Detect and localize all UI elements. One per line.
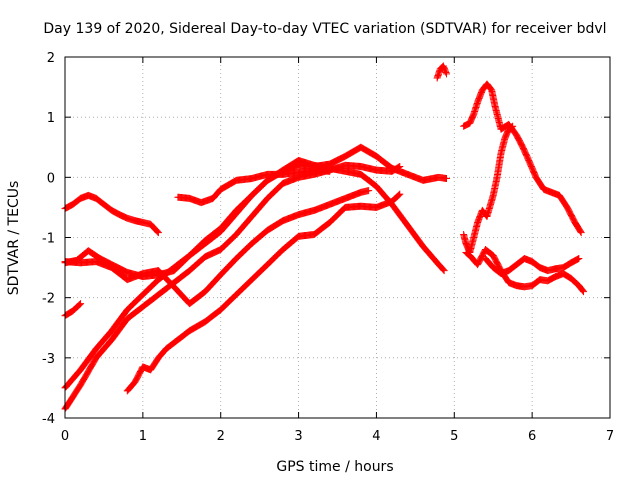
- data-point: [395, 191, 403, 199]
- data-point: [154, 228, 162, 236]
- series-track-11: [460, 122, 517, 257]
- chart-title: Day 139 of 2020, Sidereal Day-to-day VTE…: [43, 21, 606, 37]
- y-tick-label: -1: [42, 232, 55, 247]
- data-point: [577, 228, 585, 236]
- series-track-1: [61, 191, 162, 237]
- series-track-6: [61, 187, 373, 308]
- series-track-12: [462, 246, 588, 296]
- data-point: [154, 229, 162, 237]
- y-tick-label: 2: [47, 51, 55, 66]
- series-track-2: [61, 300, 85, 320]
- data-points: [61, 62, 588, 413]
- data-point: [153, 227, 161, 235]
- data-point: [578, 286, 586, 294]
- data-point: [326, 167, 334, 175]
- y-tick-label: 1: [47, 111, 55, 126]
- data-point: [443, 70, 450, 78]
- x-tick-label: 4: [372, 429, 380, 444]
- data-point: [394, 164, 402, 172]
- data-point: [439, 266, 447, 274]
- data-point: [75, 301, 83, 309]
- y-tick-labels: -4 -3 -2 -1 0 1 2: [42, 51, 55, 427]
- x-tick-label: 3: [294, 429, 302, 444]
- series-track-5: [61, 161, 404, 413]
- data-point: [77, 300, 85, 308]
- data-point: [509, 122, 517, 130]
- data-point: [365, 187, 373, 195]
- series-track-9: [433, 62, 450, 82]
- x-tick-label: 0: [61, 429, 69, 444]
- x-tick-label: 1: [139, 429, 147, 444]
- data-point: [575, 255, 583, 263]
- grid-lines: [65, 57, 610, 418]
- x-tick-label: 5: [450, 429, 458, 444]
- data-point: [396, 190, 404, 198]
- y-tick-label: -3: [42, 352, 55, 367]
- data-point: [577, 229, 585, 237]
- x-tick-label: 7: [606, 429, 614, 444]
- series-track-10: [460, 80, 585, 237]
- x-axis-label: GPS time / hours: [276, 459, 393, 475]
- y-axis-label: SDTVAR / TECUs: [6, 181, 22, 296]
- series-track-8: [174, 166, 334, 207]
- y-tick-label: 0: [47, 171, 55, 186]
- data-point: [442, 69, 450, 77]
- data-point: [443, 175, 450, 183]
- x-tick-label: 2: [217, 429, 225, 444]
- x-tick-label: 6: [528, 429, 536, 444]
- y-tick-label: -4: [42, 412, 55, 427]
- data-point: [395, 163, 403, 171]
- x-tick-labels: 0 1 2 3 4 5 6 7: [61, 429, 614, 444]
- axis-ticks: [64, 56, 611, 419]
- data-point: [396, 163, 404, 171]
- series-track-7: [123, 190, 404, 395]
- data-point: [508, 123, 516, 131]
- series-track-13: [481, 255, 583, 278]
- data-point: [579, 287, 587, 295]
- data-point: [76, 300, 84, 308]
- data-point: [439, 265, 447, 273]
- data-point: [394, 192, 402, 200]
- data-point: [507, 123, 515, 131]
- data-point: [486, 84, 494, 92]
- data-point: [440, 267, 448, 275]
- data-point: [580, 288, 588, 296]
- y-tick-label: -2: [42, 292, 55, 307]
